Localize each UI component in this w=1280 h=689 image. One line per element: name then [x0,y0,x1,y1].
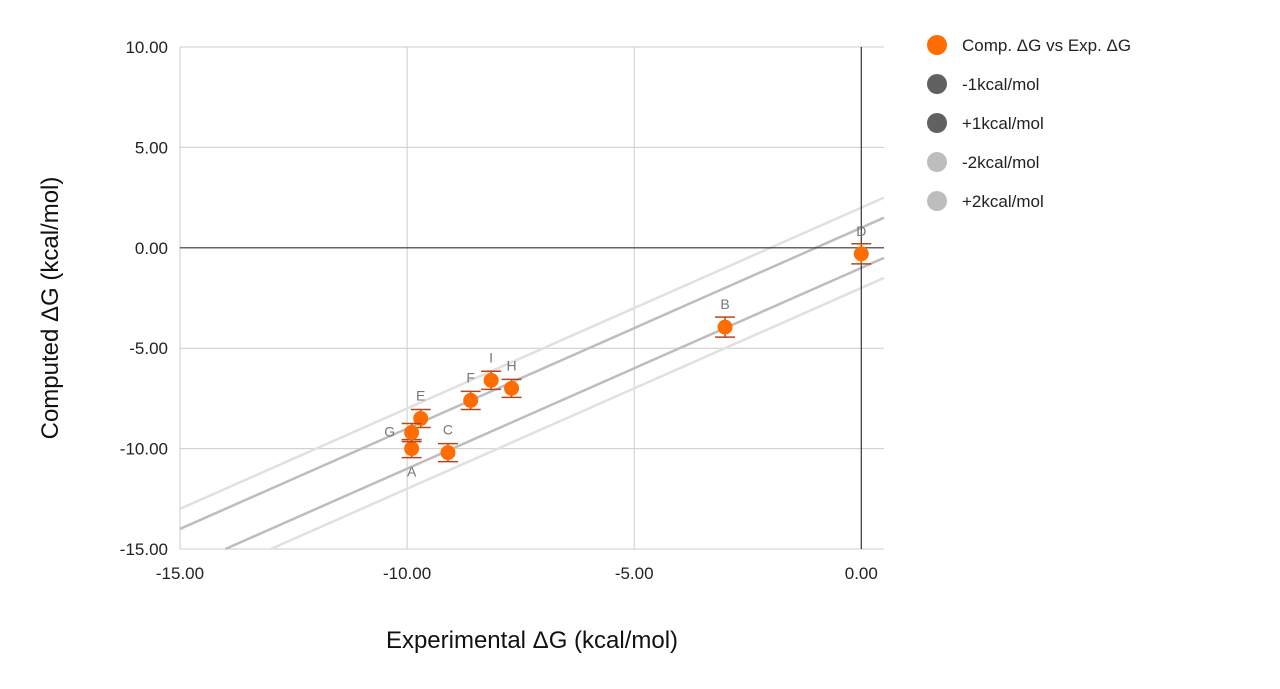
legend-marker [927,113,947,133]
data-point-label: A [407,464,417,480]
legend-marker [927,74,947,94]
reference-line [224,256,885,551]
legend-label: -1kcal/mol [962,75,1039,94]
data-point [440,445,456,461]
legend-label: Comp. ΔG vs Exp. ΔG [962,36,1131,55]
reference-line [179,216,885,531]
data-point-label: G [384,424,395,440]
y-tick-label: -15.00 [120,540,168,559]
data-point [404,441,420,457]
data-point [404,425,420,441]
y-tick-label: 5.00 [135,138,168,157]
data-point-label: D [856,223,866,239]
reference-line [179,196,885,510]
reference-lines [179,196,885,551]
data-point-label: I [489,349,493,365]
data-points: A B C D E F G HI [384,223,872,480]
legend-marker [927,152,947,172]
legend-label: +2kcal/mol [962,192,1044,211]
data-point-label: H [506,357,516,373]
x-axis-title: Experimental ΔG (kcal/mol) [386,627,678,654]
y-tick-label: 0.00 [135,239,168,258]
data-point-label: B [720,296,729,312]
y-tick-label: 10.00 [125,38,168,57]
legend-marker [927,191,947,211]
y-tick-label: -5.00 [129,339,168,358]
data-point [463,392,479,408]
axes: -15.00 -10.00 -5.00 0.00 -15.00 -10.00 -5.00 0.… [120,38,884,583]
y-tick-label: -10.00 [120,440,168,459]
y-axis-title: Computed ΔG (kcal/mol) [37,177,64,440]
x-tick-label: -15.00 [156,564,204,583]
data-point [853,246,869,262]
grid [179,46,884,550]
data-point-label: E [416,387,425,403]
data-point [504,380,520,396]
data-point-label: F [466,369,475,385]
x-tick-label: 0.00 [845,564,878,583]
data-point [413,410,429,426]
legend-label: -2kcal/mol [962,153,1039,172]
x-tick-label: -10.00 [383,564,431,583]
legend-marker [927,35,947,55]
legend: Comp. ΔG vs Exp. ΔG -1kcal/mol +1kcal/mol -… [927,35,1131,211]
data-point [717,319,733,335]
reference-line [270,276,885,551]
legend-label: +1kcal/mol [962,114,1044,133]
x-tick-label: -5.00 [615,564,654,583]
data-point [483,372,499,388]
data-point-label: C [443,422,453,438]
